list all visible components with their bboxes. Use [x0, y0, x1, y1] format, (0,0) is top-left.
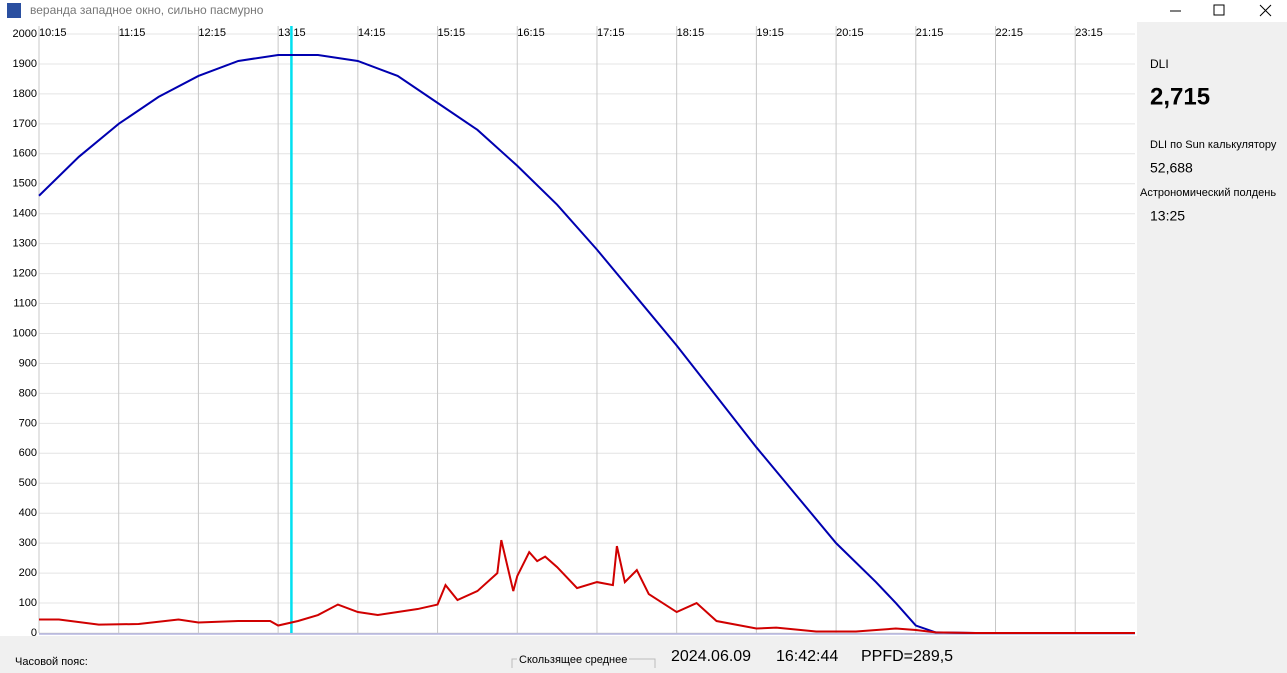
- x-tick-label: 14:15: [358, 27, 386, 39]
- y-tick-label: 1500: [13, 178, 37, 190]
- sun-value: 52,688: [1150, 160, 1193, 176]
- x-tick-label: 16:15: [517, 27, 545, 39]
- title-bar: [0, 0, 1287, 22]
- x-tick-label: 10:15: [39, 27, 67, 39]
- x-tick-label: 19:15: [756, 27, 784, 39]
- series-line: [38, 53, 1135, 634]
- close[interactable]: [1259, 4, 1272, 17]
- y-tick-label: 600: [19, 447, 37, 459]
- status-ppfd: PPFD=289,5: [861, 648, 953, 665]
- dli-value: 2,715: [1150, 83, 1210, 110]
- x-tick-label: 11:15: [119, 27, 146, 39]
- y-tick-label: 1700: [13, 118, 37, 130]
- y-tick-label: 1900: [13, 58, 37, 70]
- y-tick-label: 300: [19, 537, 37, 549]
- group-label-bg: [517, 654, 629, 666]
- y-tick-label: 800: [19, 387, 37, 399]
- x-tick-label: 12:15: [198, 27, 226, 39]
- x-tick-label: 17:15: [597, 27, 625, 39]
- x-tick-label: 20:15: [836, 27, 864, 39]
- sun-label: DLI по Sun калькулятору: [1150, 139, 1277, 151]
- x-tick-label: 21:15: [916, 27, 944, 39]
- status-date: 2024.06.09: [671, 648, 751, 665]
- y-tick-label: 200: [19, 567, 37, 579]
- y-tick-label: 700: [19, 417, 37, 429]
- x-tick-label: 22:15: [996, 27, 1024, 39]
- y-tick-label: 2000: [13, 28, 37, 40]
- x-tick-label: 18:15: [677, 27, 705, 39]
- y-tick-label: 1600: [13, 148, 37, 160]
- moving-avg-label: Скользящее среднее: [519, 654, 627, 666]
- y-tick-label: 500: [19, 477, 37, 489]
- window-title: веранда западное окно, сильно пасмурно: [30, 3, 264, 17]
- y-tick-label: 1200: [13, 268, 37, 280]
- dli-label: DLI: [1150, 57, 1169, 71]
- y-tick-label: 1800: [13, 88, 37, 100]
- y-tick-label: 1300: [13, 238, 37, 250]
- y-tick-label: 900: [19, 357, 37, 369]
- y-tick-label: 1100: [13, 297, 37, 309]
- noon-label: Астрономический полдень: [1140, 187, 1276, 199]
- y-tick-label: 0: [31, 627, 37, 639]
- y-tick-label: 1400: [13, 208, 37, 220]
- y-tick-label: 1000: [13, 327, 37, 339]
- plot-background: [0, 22, 1137, 636]
- x-tick-label: 15:15: [438, 27, 466, 39]
- app-icon: [7, 3, 21, 18]
- noon-value: 13:25: [1150, 208, 1185, 224]
- status-time: 16:42:44: [776, 648, 838, 665]
- y-tick-label: 400: [19, 507, 37, 519]
- maximize[interactable]: [1213, 4, 1225, 16]
- timezone-label: Часовой пояс:: [15, 656, 88, 668]
- series-line: [39, 539, 1135, 634]
- y-tick-label: 100: [19, 597, 37, 609]
- x-tick-label: 23:15: [1075, 27, 1103, 39]
- plot: 0 100 200 300 400 500 600 700 800 900 1000 1100 1200…: [13, 26, 1135, 639]
